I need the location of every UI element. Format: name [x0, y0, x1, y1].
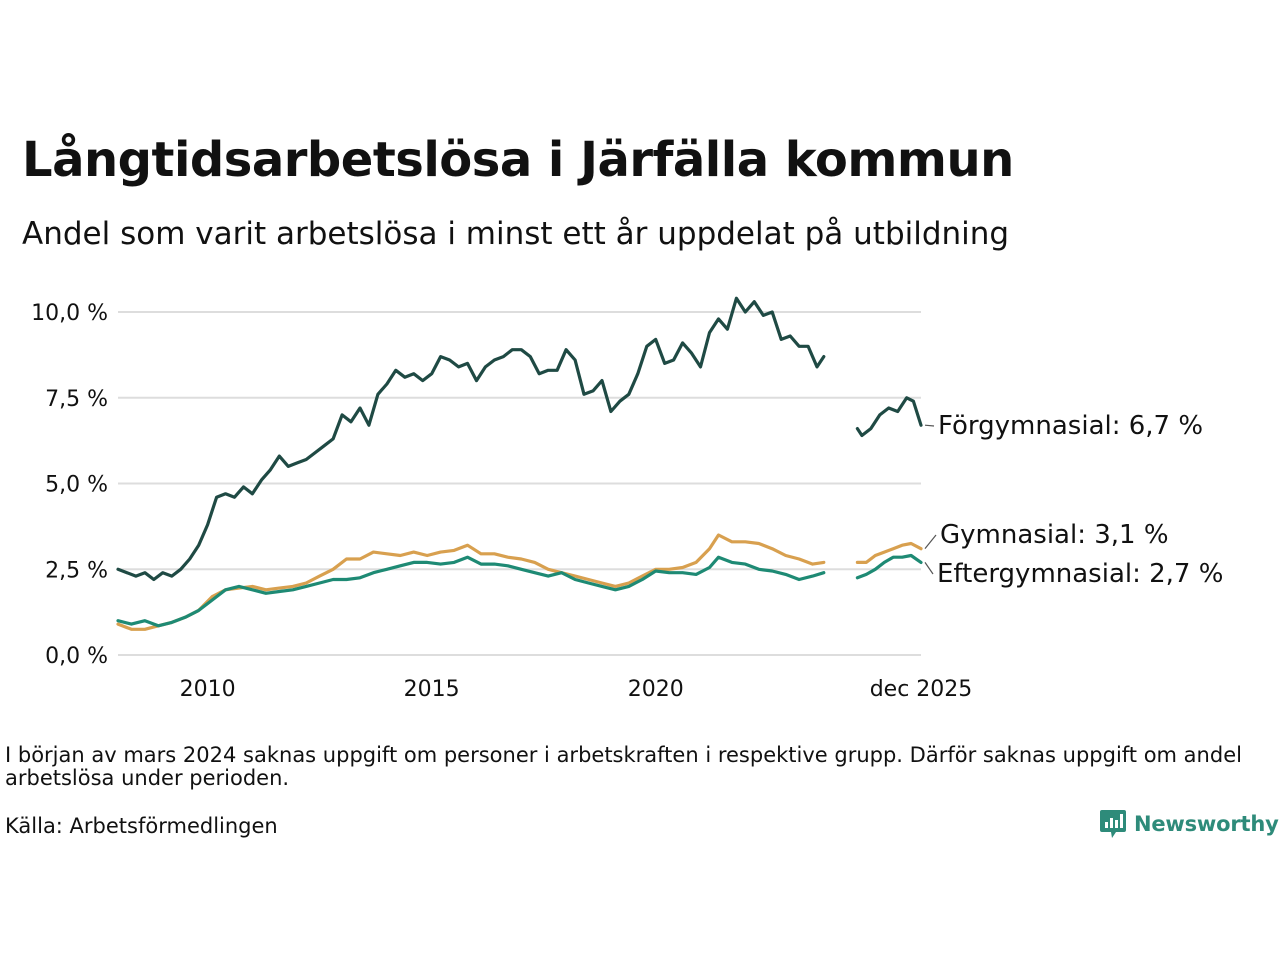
label-connector [924, 562, 934, 575]
series-line-eftergymnasial [116, 553, 923, 628]
logo-text: Newsworthy [1134, 812, 1279, 836]
chart-title: Långtidsarbetslösa i Järfälla kommun [22, 132, 1014, 188]
chart-note: I början av mars 2024 saknas uppgift om … [5, 743, 1242, 790]
series-line-förgymnasial [116, 296, 923, 582]
chart-source: Källa: Arbetsförmedlingen [5, 814, 278, 838]
series-line-gymnasial [116, 533, 923, 631]
x-tick-label: 2020 [628, 677, 684, 702]
newsworthy-chart-icon [1100, 810, 1126, 838]
x-tick-label: 2010 [180, 677, 236, 702]
y-tick-label: 7,5 % [45, 387, 108, 412]
series-labels: Förgymnasial: 6,7 % Gymnasial: 3,1 % Efter… [924, 411, 1223, 589]
y-tick-label: 10,0 % [31, 301, 108, 326]
series-lines [116, 296, 923, 631]
label-connector [924, 424, 935, 427]
y-tick-label: 5,0 % [45, 473, 108, 498]
x-tick-label: dec 2025 [870, 677, 973, 702]
x-axis-ticks: 2010 2015 2020 dec 2025 [180, 677, 973, 702]
newsworthy-logo[interactable]: Newsworthy [1099, 808, 1279, 840]
x-tick-label: 2015 [404, 677, 460, 702]
series-label-gymnasial: Gymnasial: 3,1 % [940, 520, 1169, 550]
y-tick-label: 2,5 % [45, 558, 108, 583]
y-axis-ticks: 0,0 % 2,5 % 5,0 % 7,5 % 10,0 % [31, 301, 108, 669]
label-connector [924, 534, 937, 550]
chart-subtitle: Andel som varit arbetslösa i minst ett å… [22, 216, 1010, 252]
series-label-eftergymnasial: Eftergymnasial: 2,7 % [937, 559, 1223, 589]
y-tick-label: 0,0 % [45, 644, 108, 669]
series-label-förgymnasial: Förgymnasial: 6,7 % [938, 411, 1203, 441]
grid-lines [118, 311, 921, 656]
